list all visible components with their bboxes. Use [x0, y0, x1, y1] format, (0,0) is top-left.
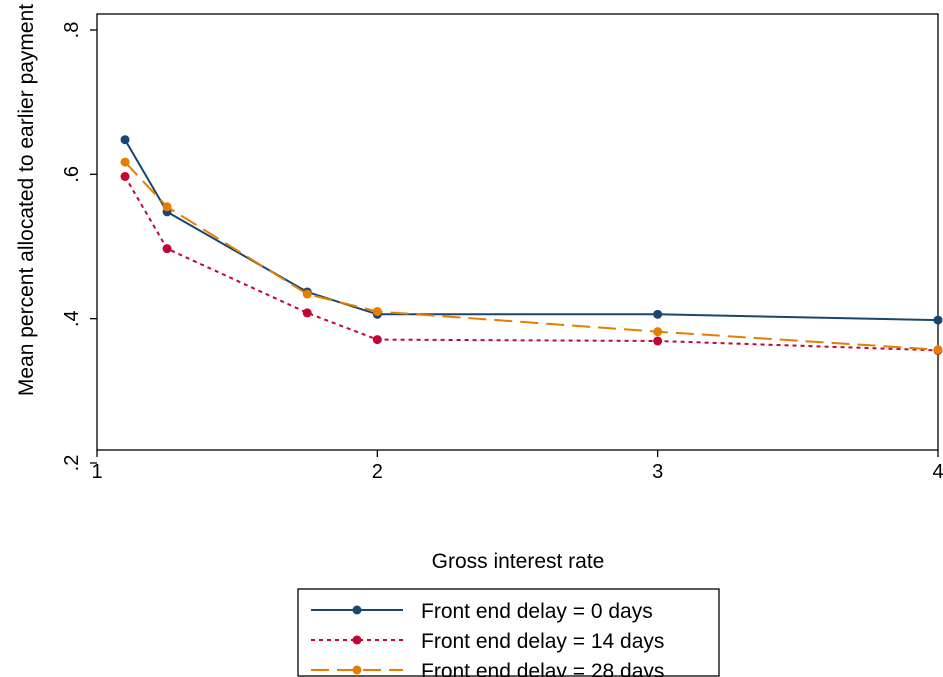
series-line-3	[124, 161, 939, 351]
data-point	[653, 309, 663, 319]
y-axis-title: Mean percent allocated to earlier paymen…	[15, 4, 38, 396]
data-point	[120, 157, 130, 167]
plot-frame	[96, 13, 939, 451]
legend-frame	[297, 588, 720, 677]
data-point	[302, 289, 312, 299]
x-axis-title: Gross interest rate	[432, 550, 605, 573]
legend-marker-3	[352, 665, 362, 675]
data-point	[162, 202, 172, 212]
data-point	[120, 171, 130, 181]
y-axis: .2 .4 .6 .8	[61, 22, 97, 472]
series-line-1	[124, 139, 939, 322]
legend-label-1: Front end delay = 0 days	[421, 600, 653, 623]
y-tick-label: .8	[61, 22, 83, 39]
series-layer	[120, 135, 943, 355]
data-point	[162, 244, 172, 254]
y-tick-label: .6	[61, 166, 83, 183]
legend-marker-1	[352, 605, 362, 615]
data-point	[372, 306, 382, 316]
legend-label-2: Front end delay = 14 days	[421, 630, 664, 653]
x-axis: 1 2 3 4	[91, 450, 943, 483]
x-tick-label: 2	[372, 461, 383, 483]
data-point	[933, 345, 943, 355]
data-point	[653, 336, 663, 346]
series-line-2	[124, 175, 939, 352]
x-tick-label: 1	[91, 461, 102, 483]
data-point	[120, 135, 130, 145]
x-tick-label: 4	[932, 461, 943, 483]
data-point	[302, 308, 312, 318]
y-tick-label: .4	[61, 310, 83, 327]
x-tick-label: 3	[652, 461, 663, 483]
data-point	[653, 327, 663, 337]
legend: Front end delay = 0 days Front end delay …	[297, 588, 720, 677]
data-point	[372, 335, 382, 345]
data-point	[933, 315, 943, 325]
legend-label-3: Front end delay = 28 days	[421, 660, 664, 677]
y-tick-label: .2	[61, 455, 83, 472]
legend-marker-2	[352, 635, 362, 645]
